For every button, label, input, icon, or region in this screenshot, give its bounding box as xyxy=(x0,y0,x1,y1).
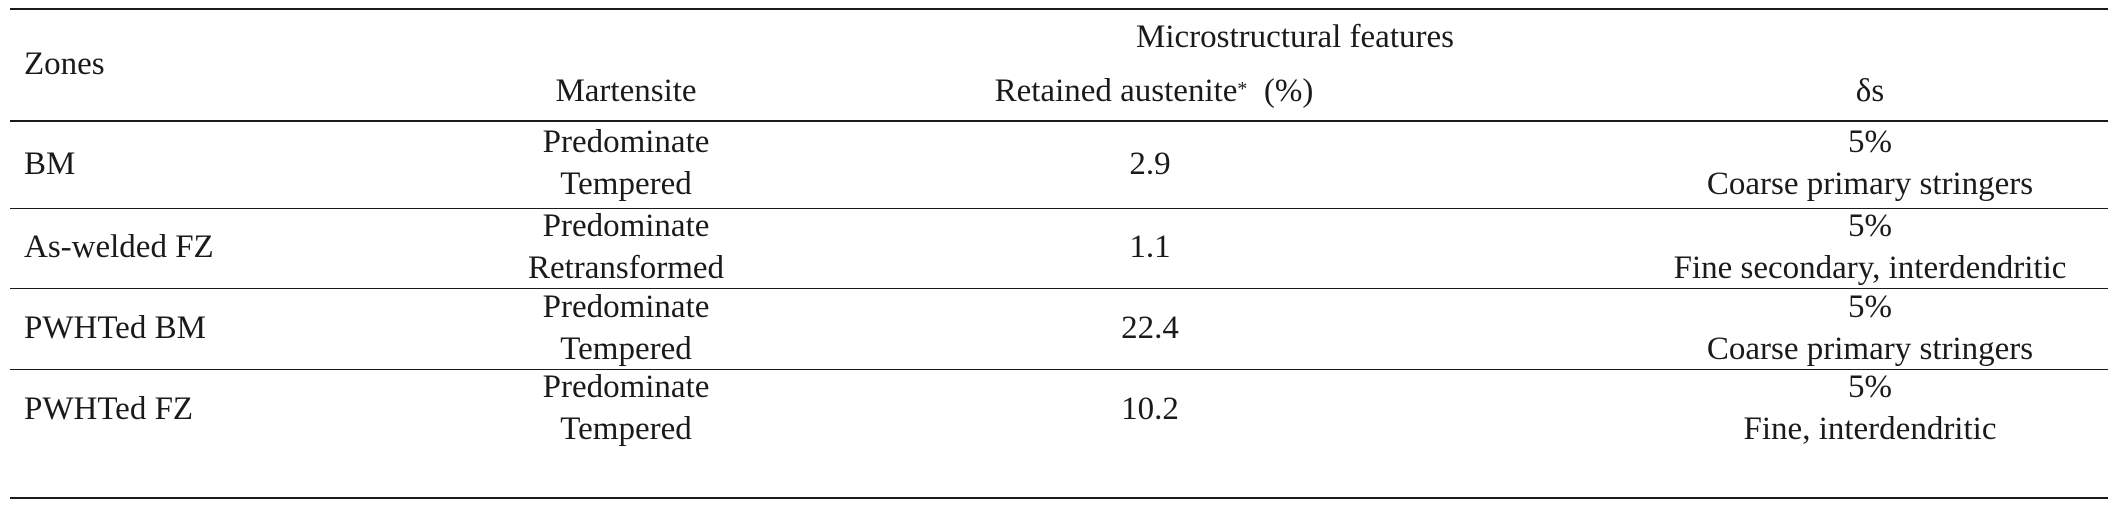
row-martensite: Predominate Tempered xyxy=(543,286,710,370)
row-martensite: Predominate Tempered xyxy=(543,366,710,450)
row-delta-ferrite: 5% Coarse primary stringers xyxy=(1707,121,2033,205)
top-rule xyxy=(10,8,2108,10)
row-zone: BM xyxy=(24,146,76,182)
header-group-microstructural-features: Microstructural features xyxy=(1136,19,1454,55)
row-delta-ferrite: 5% Fine secondary, interdendritic xyxy=(1674,205,2067,289)
delta-line-1: 5% xyxy=(1848,124,1892,160)
delta-line-1: 5% xyxy=(1848,289,1892,325)
row-retained-austenite: 1.1 xyxy=(1129,229,1171,265)
row-martensite: Predominate Tempered xyxy=(543,121,710,205)
header-retained-austenite-unit: (%) xyxy=(1263,73,1314,109)
header-zones: Zones xyxy=(24,46,105,82)
header-delta-ferrite: δs xyxy=(1855,73,1885,109)
row-zone: As-welded FZ xyxy=(24,229,214,265)
delta-line-2: Fine secondary, interdendritic xyxy=(1673,250,2067,286)
row-retained-austenite: 2.9 xyxy=(1129,146,1171,182)
martensite-line-1: Predominate xyxy=(542,208,710,244)
header-retained-austenite-label: Retained austenite xyxy=(994,73,1238,109)
row-rule xyxy=(10,208,2108,209)
microstructure-table: Zones Microstructural features Martensit… xyxy=(10,0,2108,506)
martensite-line-2: Tempered xyxy=(560,331,692,367)
delta-line-2: Fine, interdendritic xyxy=(1743,411,1997,447)
martensite-line-2: Tempered xyxy=(560,166,692,202)
row-martensite: Predominate Retransformed xyxy=(528,205,724,289)
footnote-marker: * xyxy=(1237,78,1248,100)
martensite-line-1: Predominate xyxy=(542,369,710,405)
martensite-line-2: Retransformed xyxy=(527,250,725,286)
delta-line-1: 5% xyxy=(1848,208,1892,244)
header-retained-austenite: Retained austenite* (%) xyxy=(995,70,1314,112)
header-martensite: Martensite xyxy=(555,73,697,109)
row-zone: PWHTed FZ xyxy=(24,391,194,427)
row-rule xyxy=(10,369,2108,370)
row-retained-austenite: 10.2 xyxy=(1121,391,1179,427)
header-rule xyxy=(10,120,2108,122)
row-delta-ferrite: 5% Coarse primary stringers xyxy=(1707,286,2033,370)
martensite-line-2: Tempered xyxy=(560,411,692,447)
row-rule xyxy=(10,288,2108,289)
delta-line-2: Coarse primary stringers xyxy=(1706,166,2034,202)
martensite-line-1: Predominate xyxy=(542,289,710,325)
delta-line-2: Coarse primary stringers xyxy=(1706,331,2034,367)
row-retained-austenite: 22.4 xyxy=(1121,310,1179,346)
delta-line-1: 5% xyxy=(1848,369,1892,405)
row-zone: PWHTed BM xyxy=(24,310,206,346)
bottom-rule xyxy=(10,497,2108,499)
row-delta-ferrite: 5% Fine, interdendritic xyxy=(1744,366,1997,450)
martensite-line-1: Predominate xyxy=(542,124,710,160)
